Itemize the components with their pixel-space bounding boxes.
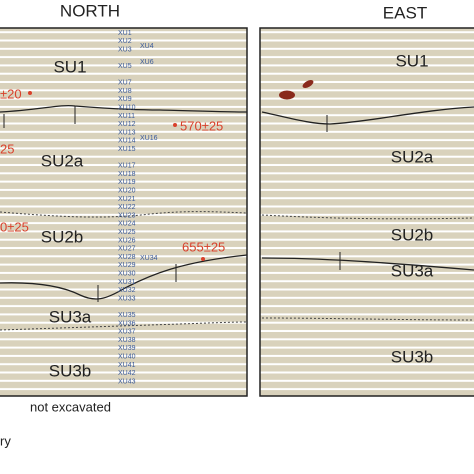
- unit-excavation-label: XU26: [118, 237, 136, 244]
- unit-excavation-label: XU2: [118, 38, 132, 45]
- unit-excavation-label: XU43: [118, 378, 136, 385]
- unit-excavation-label: XU8: [118, 88, 132, 95]
- unit-excavation-label: XU20: [118, 188, 136, 195]
- unit-excavation-label: XU9: [118, 96, 132, 103]
- depth-markers: [326, 115, 341, 270]
- unit-excavation-label: XU18: [118, 171, 136, 178]
- unit-excavation-label: XU10: [118, 105, 136, 112]
- unit-excavation-label: XU33: [118, 295, 136, 302]
- boundary: [261, 106, 474, 125]
- unit-excavation-label: XU36: [118, 320, 136, 327]
- unit-label: SU3b: [391, 347, 434, 366]
- unit-excavation-label: XU23: [118, 212, 136, 219]
- unit-excavation-label: XU24: [118, 221, 136, 228]
- unit-excavation-label: XU16: [140, 135, 158, 142]
- date-label: 655±25: [182, 239, 225, 254]
- east-panel: [259, 27, 474, 397]
- find: [302, 80, 314, 88]
- date-label: ±20: [0, 86, 22, 101]
- unit-excavation-label: XU17: [118, 163, 136, 170]
- unit-label: SU2a: [41, 151, 84, 170]
- unit-excavation-label: XU12: [118, 121, 136, 128]
- date-label: 0±25: [0, 219, 29, 234]
- unit-excavation-label: XU6: [140, 59, 154, 66]
- sample-points: [28, 91, 205, 261]
- unit-excavation-label: XU14: [118, 138, 136, 145]
- unit-excavation-label: XU15: [118, 146, 136, 153]
- unit-excavation-label: XU1: [118, 30, 132, 37]
- boundary-dotted: [261, 317, 474, 321]
- boundary: [261, 257, 474, 271]
- unit-excavation-label: XU27: [118, 246, 136, 253]
- unit-excavation-label: XU11: [118, 113, 135, 120]
- unit-label: SU1: [395, 51, 428, 70]
- date-label: 570±25: [180, 118, 223, 133]
- legend-fragment: ry: [0, 433, 11, 448]
- unit-label: SU3a: [49, 307, 92, 326]
- unit-excavation-label: XU19: [118, 179, 136, 186]
- unit-excavation-label: XU29: [118, 262, 136, 269]
- unit-excavation-label: XU30: [118, 271, 136, 278]
- unit-excavation-label: XU35: [118, 312, 136, 319]
- unit-excavation-label: XU34: [140, 255, 158, 262]
- unit-excavation-label: XU22: [118, 204, 136, 211]
- unit-excavation-label: XU39: [118, 345, 136, 352]
- unit-label: SU2a: [391, 147, 434, 166]
- unit-excavation-label: XU21: [118, 196, 136, 203]
- panel-title: EAST: [383, 3, 427, 22]
- unit-excavation-label: XU4: [140, 43, 154, 50]
- unit-label: SU2b: [41, 227, 84, 246]
- panel-title: NORTH: [60, 1, 120, 20]
- unit-excavation-label: XU7: [118, 80, 132, 87]
- unit-excavation-label: XU40: [118, 354, 136, 361]
- unit-excavation-label: XU5: [118, 63, 132, 70]
- unit-excavation-label: XU28: [118, 254, 136, 261]
- boundary: [0, 104, 248, 113]
- unit-label: SU3b: [49, 361, 92, 380]
- unit-excavation-label: XU32: [118, 287, 136, 294]
- unit-excavation-label: XU37: [118, 329, 136, 336]
- boundary-dotted: [261, 214, 474, 220]
- find: [279, 90, 295, 100]
- boundary-dotted: [0, 211, 248, 218]
- unit-excavation-label: XU38: [118, 337, 136, 344]
- unit-excavation-label: XU25: [118, 229, 136, 236]
- unit-excavation-label: XU42: [118, 370, 136, 377]
- depth-markers: [3, 106, 177, 302]
- boundary: [0, 254, 248, 300]
- unit-label: SU1: [53, 57, 86, 76]
- unit-label: SU2b: [391, 225, 434, 244]
- boundary-dotted: [0, 321, 248, 331]
- footer-note: not excavated: [30, 399, 111, 414]
- unit-label: SU3a: [391, 261, 434, 280]
- unit-excavation-label: XU3: [118, 46, 132, 53]
- date-label: 25: [0, 141, 14, 156]
- north-panel: [0, 27, 248, 397]
- unit-excavation-label: XU13: [118, 129, 136, 136]
- unit-excavation-label: XU31: [118, 279, 136, 286]
- unit-excavation-label: XU41: [118, 362, 136, 369]
